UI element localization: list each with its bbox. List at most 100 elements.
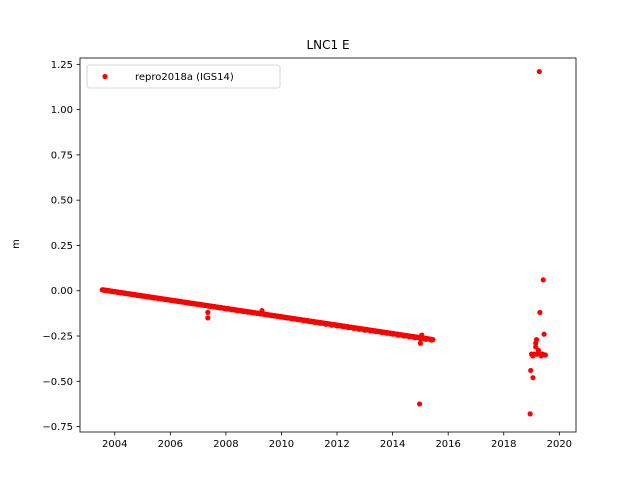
data-point: [189, 300, 196, 307]
data-point: [537, 309, 543, 316]
data-point: [123, 290, 129, 297]
data-point: [267, 312, 273, 318]
data-point: [151, 295, 157, 301]
y-tick-label: −0.25: [42, 332, 73, 343]
x-tick-label: 2004: [102, 439, 127, 450]
plot-frame: [79, 57, 577, 433]
data-point: [533, 337, 540, 343]
data-point: [106, 288, 112, 294]
data-point: [205, 309, 211, 316]
x-tick-label: 2008: [213, 439, 238, 450]
data-point: [541, 331, 547, 337]
data-point: [419, 332, 425, 338]
data-point: [373, 329, 379, 335]
data-point: [259, 308, 265, 314]
data-point: [536, 68, 542, 75]
data-point: [384, 330, 390, 336]
y-tick-label: 1.25: [51, 60, 73, 71]
data-point: [223, 306, 229, 312]
data-point: [406, 334, 412, 340]
data-point: [117, 289, 123, 296]
data-point: [323, 321, 329, 327]
legend: repro2018a (IGS14): [86, 64, 281, 89]
data-point: [356, 326, 362, 332]
plot-area: 2004 2006 2008 2010 2012 2014 2016 2018 2020 1.25…: [42, 57, 577, 450]
y-tick-label: 0.00: [51, 286, 73, 297]
data-points: [99, 68, 549, 417]
chart-title: LNC1 E: [306, 38, 349, 52]
legend-box: [86, 64, 281, 89]
data-point: [178, 299, 185, 305]
data-point: [416, 401, 423, 407]
x-tick-label: 2014: [380, 439, 405, 450]
y-axis-label: m: [11, 239, 22, 249]
data-point: [234, 308, 240, 314]
data-point: [112, 289, 118, 295]
data-point: [195, 301, 201, 307]
data-point: [212, 304, 218, 310]
data-point: [273, 313, 279, 319]
legend-marker: [102, 73, 108, 80]
data-point: [101, 287, 107, 293]
y-tick-label: 0.75: [51, 150, 73, 161]
x-tick-label: 2018: [491, 439, 516, 450]
data-point: [145, 294, 151, 300]
data-point: [533, 344, 539, 350]
data-point: [339, 323, 346, 330]
data-point: [367, 328, 373, 334]
data-point: [173, 298, 179, 304]
data-point: [390, 331, 396, 337]
data-point: [317, 320, 323, 326]
data-point: [289, 316, 296, 322]
y-tick-label: 0.50: [51, 196, 73, 207]
data-point: [245, 309, 251, 315]
data-point: [262, 311, 268, 317]
x-tick-label: 2006: [158, 439, 183, 450]
data-point: [134, 292, 140, 298]
data-point: [412, 335, 418, 341]
data-point: [217, 305, 223, 311]
data-point: [128, 291, 135, 297]
data-point: [206, 303, 212, 309]
data-point: [205, 315, 211, 321]
data-point: [334, 323, 340, 329]
data-point: [428, 337, 435, 343]
y-tick-label: −0.75: [42, 422, 73, 433]
data-point: [162, 296, 168, 302]
data-point: [251, 310, 257, 316]
data-point: [156, 295, 162, 302]
y-tick-label: −0.50: [42, 377, 73, 388]
data-point: [528, 367, 534, 374]
legend-label: repro2018a (IGS14): [135, 72, 234, 83]
data-point: [351, 325, 357, 332]
x-tick-label: 2016: [435, 439, 460, 450]
data-point: [542, 352, 549, 358]
data-point: [423, 336, 429, 342]
data-point: [362, 327, 368, 333]
data-point: [295, 317, 301, 323]
data-point: [395, 332, 401, 338]
x-tick-label: 2020: [547, 439, 572, 450]
data-point: [345, 324, 351, 331]
data-point: [530, 375, 536, 381]
data-point: [284, 315, 290, 321]
data-point: [312, 319, 318, 326]
data-point: [301, 318, 307, 324]
data-point: [139, 293, 146, 299]
data-point: [201, 302, 207, 308]
data-point: [328, 322, 335, 328]
x-tick-label: 2012: [324, 439, 349, 450]
data-point: [540, 277, 546, 283]
data-point: [378, 329, 385, 335]
x-tick-label: 2010: [269, 439, 294, 450]
data-point: [417, 340, 423, 346]
data-point: [527, 411, 533, 417]
data-point: [239, 308, 246, 314]
data-point: [167, 297, 173, 303]
data-point: [306, 318, 312, 325]
y-tick-label: 1.00: [51, 105, 73, 116]
data-point: [228, 307, 235, 313]
y-tick-label: 0.25: [51, 241, 73, 252]
data-point: [184, 300, 190, 306]
